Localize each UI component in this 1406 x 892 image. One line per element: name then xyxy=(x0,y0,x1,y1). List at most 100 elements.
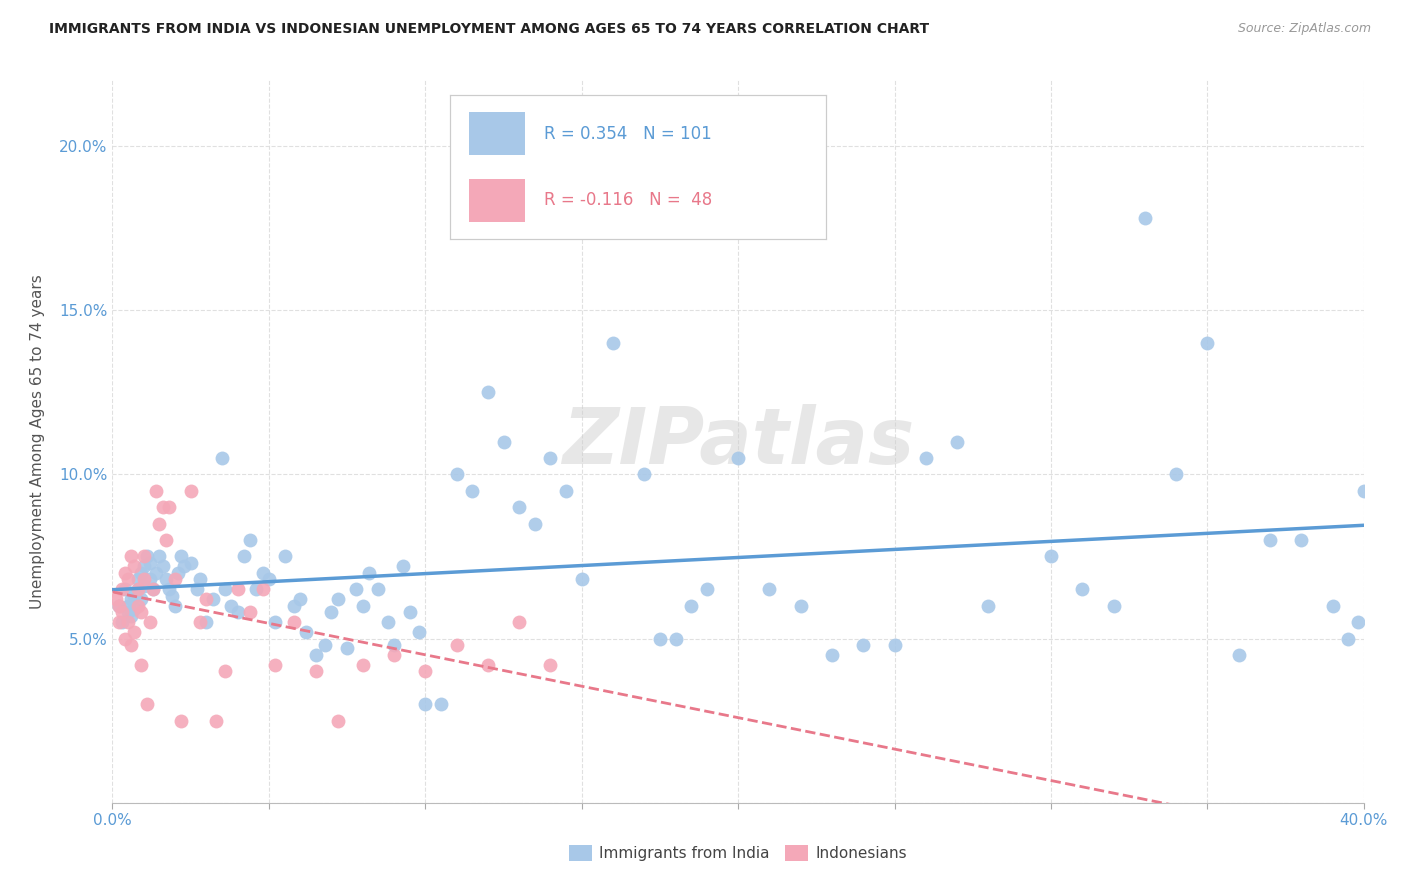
Point xyxy=(114,582,136,597)
Point xyxy=(226,605,249,619)
Point xyxy=(1197,336,1219,351)
Point xyxy=(226,582,249,597)
Point xyxy=(540,657,562,672)
Point xyxy=(758,582,780,597)
Point xyxy=(283,615,305,630)
Point xyxy=(188,573,211,587)
Point xyxy=(132,559,155,574)
Point xyxy=(214,665,236,679)
Point xyxy=(163,573,186,587)
Point xyxy=(139,556,162,570)
Point xyxy=(107,615,129,630)
Point xyxy=(305,648,328,662)
Point xyxy=(139,573,162,587)
Point xyxy=(821,648,844,662)
Text: ZIPatlas: ZIPatlas xyxy=(562,403,914,480)
Legend: Immigrants from India, Indonesians: Immigrants from India, Indonesians xyxy=(562,839,914,867)
Point xyxy=(135,549,157,564)
Point xyxy=(1337,632,1360,646)
Point xyxy=(139,615,162,630)
Point xyxy=(477,385,499,400)
Point xyxy=(681,599,703,613)
Point xyxy=(555,483,578,498)
Point xyxy=(283,599,305,613)
Point xyxy=(1258,533,1281,547)
Point xyxy=(173,559,195,574)
Point xyxy=(321,605,343,619)
Point xyxy=(170,714,193,728)
Point xyxy=(142,582,165,597)
Point xyxy=(170,549,193,564)
Point xyxy=(120,608,142,623)
Point xyxy=(571,573,593,587)
Point xyxy=(117,615,139,630)
Point xyxy=(883,638,905,652)
Point xyxy=(245,582,267,597)
Point xyxy=(477,657,499,672)
Point xyxy=(415,698,437,712)
Point xyxy=(408,625,430,640)
Point xyxy=(446,638,468,652)
Point xyxy=(239,605,262,619)
Point xyxy=(157,582,180,597)
Point xyxy=(1291,533,1313,547)
Point xyxy=(195,615,218,630)
Point xyxy=(508,500,530,515)
Point xyxy=(1102,599,1125,613)
Point xyxy=(1133,211,1156,226)
Point xyxy=(107,599,129,613)
Point xyxy=(1227,648,1250,662)
Point xyxy=(135,698,157,712)
Point xyxy=(633,467,655,482)
Point xyxy=(160,589,183,603)
Point xyxy=(1039,549,1063,564)
Point xyxy=(186,582,208,597)
Point xyxy=(461,483,484,498)
Point xyxy=(326,714,349,728)
Point xyxy=(264,657,287,672)
Point xyxy=(221,599,243,613)
Point xyxy=(152,559,174,574)
Point xyxy=(392,559,415,574)
Point xyxy=(1071,582,1094,597)
Point xyxy=(252,582,274,597)
Point xyxy=(727,450,749,465)
Point xyxy=(127,573,149,587)
Point xyxy=(129,592,152,607)
Y-axis label: Unemployment Among Ages 65 to 74 years: Unemployment Among Ages 65 to 74 years xyxy=(31,274,45,609)
Point xyxy=(111,615,134,630)
Point xyxy=(264,615,287,630)
Text: Source: ZipAtlas.com: Source: ZipAtlas.com xyxy=(1237,22,1371,36)
Point xyxy=(508,615,530,630)
Point xyxy=(326,592,349,607)
Point xyxy=(114,632,136,646)
Point xyxy=(180,483,202,498)
Point xyxy=(790,599,813,613)
Point xyxy=(346,582,368,597)
Point xyxy=(492,434,515,449)
Point xyxy=(946,434,969,449)
Point xyxy=(232,549,254,564)
Point xyxy=(273,549,295,564)
Point xyxy=(120,592,142,607)
Point xyxy=(195,592,218,607)
Point xyxy=(696,582,718,597)
Point xyxy=(852,638,875,652)
Point xyxy=(382,638,405,652)
Point xyxy=(352,599,374,613)
Point xyxy=(336,641,359,656)
Point xyxy=(124,589,146,603)
Point xyxy=(120,638,142,652)
Point xyxy=(204,714,226,728)
Point xyxy=(252,566,274,580)
Point xyxy=(446,467,468,482)
Point xyxy=(117,573,139,587)
Point xyxy=(201,592,224,607)
Point xyxy=(157,500,180,515)
Point xyxy=(648,632,671,646)
Point xyxy=(117,599,139,613)
Point xyxy=(290,592,312,607)
Point xyxy=(148,549,170,564)
Point xyxy=(124,602,146,616)
Point xyxy=(145,566,167,580)
